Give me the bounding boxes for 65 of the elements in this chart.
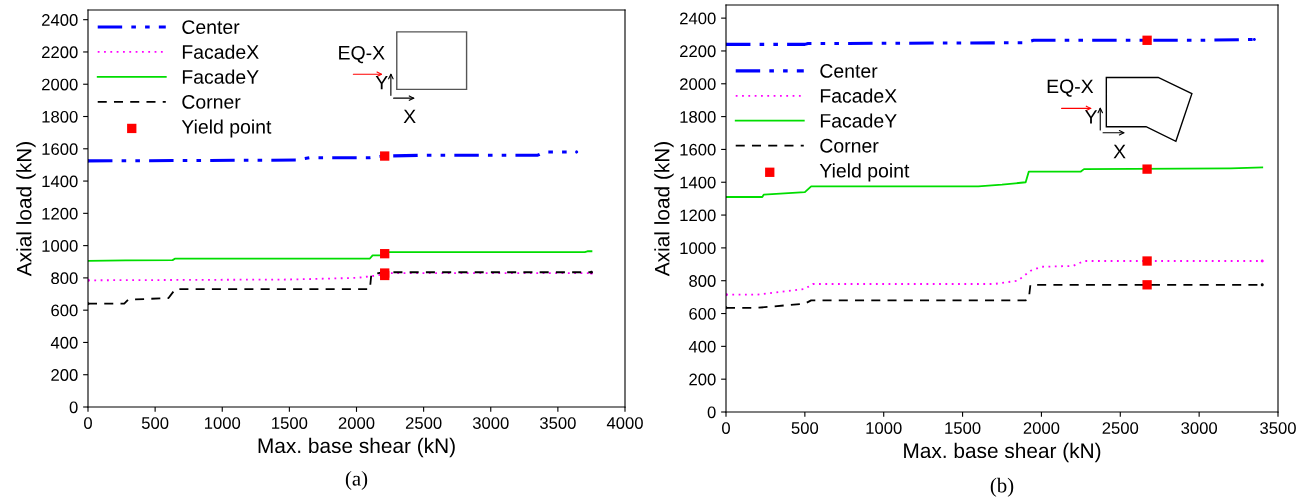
- y-tick-label: 1800: [42, 110, 78, 123]
- annotation: EQ-X: [339, 45, 385, 64]
- y-tick-label: 1600: [42, 143, 78, 155]
- x-tick-label: 1000: [866, 422, 902, 434]
- annotation: Y: [1084, 110, 1098, 124]
- y-tick-label: 1000: [42, 240, 78, 252]
- y-axis-title: Axial load (kN): [16, 142, 36, 277]
- x-axis-title: Max. base shear (kN): [904, 442, 1101, 463]
- annotation: X: [403, 109, 416, 124]
- annotation: Y: [375, 75, 388, 90]
- x-axis-title: Max. base shear (kN): [258, 437, 455, 458]
- legend-label: FacadeX: [182, 44, 259, 59]
- y-tick-label: 1000: [680, 242, 716, 255]
- y-tick-label: 400: [50, 336, 78, 349]
- y-tick-label: 1200: [42, 207, 78, 220]
- x-tick-label: 1500: [945, 422, 981, 434]
- text: (b): [990, 477, 1014, 497]
- legend-label: FacadeX: [820, 88, 897, 103]
- legend-label: Yield point: [819, 163, 910, 182]
- x-tick-label: 2000: [1023, 422, 1060, 434]
- annotation: EQ-X: [1047, 79, 1094, 97]
- y-tick-label: 200: [51, 369, 78, 381]
- x-tick-label: 0: [722, 422, 730, 434]
- y-tick-label: 800: [689, 275, 716, 287]
- legend-label: Yield point: [181, 119, 272, 138]
- x-tick-label: 2500: [405, 417, 442, 429]
- x-tick-label: 2000: [338, 417, 375, 429]
- legend-label: Corner: [820, 138, 879, 153]
- y-tick-label: 800: [51, 272, 78, 285]
- y-tick-label: 1800: [680, 111, 716, 123]
- y-tick-label: 2200: [42, 46, 78, 59]
- x-tick-label: 1500: [272, 417, 308, 429]
- x-tick-label: 2500: [1102, 422, 1139, 434]
- legend-label: Center: [820, 64, 878, 78]
- y-tick-label: 1400: [42, 175, 78, 188]
- legend-label: Center: [182, 20, 240, 34]
- y-tick-label: 400: [688, 340, 716, 353]
- x-tick-label: 1000: [204, 417, 241, 429]
- x-tick-label: 3000: [472, 417, 509, 429]
- y-tick-label: 2400: [680, 12, 716, 25]
- x-tick-label: 3000: [1181, 422, 1218, 434]
- x-tick-label: 500: [141, 417, 169, 429]
- legend-label: Corner: [182, 95, 241, 109]
- y-tick-label: 0: [69, 401, 78, 414]
- x-tick-label: 3500: [539, 417, 576, 429]
- y-tick-label: 1400: [680, 176, 716, 189]
- annotation: X: [1113, 144, 1126, 159]
- y-axis-title: Axial load (kN): [654, 142, 674, 277]
- y-tick-label: 2200: [680, 45, 716, 58]
- y-tick-label: 1600: [680, 143, 716, 156]
- y-tick-label: 600: [51, 304, 78, 317]
- y-tick-label: 0: [707, 406, 716, 419]
- x-tick-label: 500: [791, 422, 819, 434]
- y-tick-label: 2000: [42, 78, 78, 91]
- x-tick-label: 3500: [1260, 422, 1296, 434]
- y-tick-label: 2400: [42, 14, 78, 26]
- x-tick-label: 4000: [606, 417, 643, 429]
- y-tick-label: 200: [689, 373, 716, 386]
- y-tick-label: 1200: [680, 209, 716, 222]
- legend-label: FacadeY: [182, 69, 259, 84]
- x-tick-label: 0: [84, 417, 92, 429]
- y-tick-label: 2000: [680, 78, 716, 90]
- text: (a): [345, 471, 368, 490]
- y-tick-label: 600: [689, 307, 716, 320]
- legend-label: FacadeY: [820, 113, 897, 128]
